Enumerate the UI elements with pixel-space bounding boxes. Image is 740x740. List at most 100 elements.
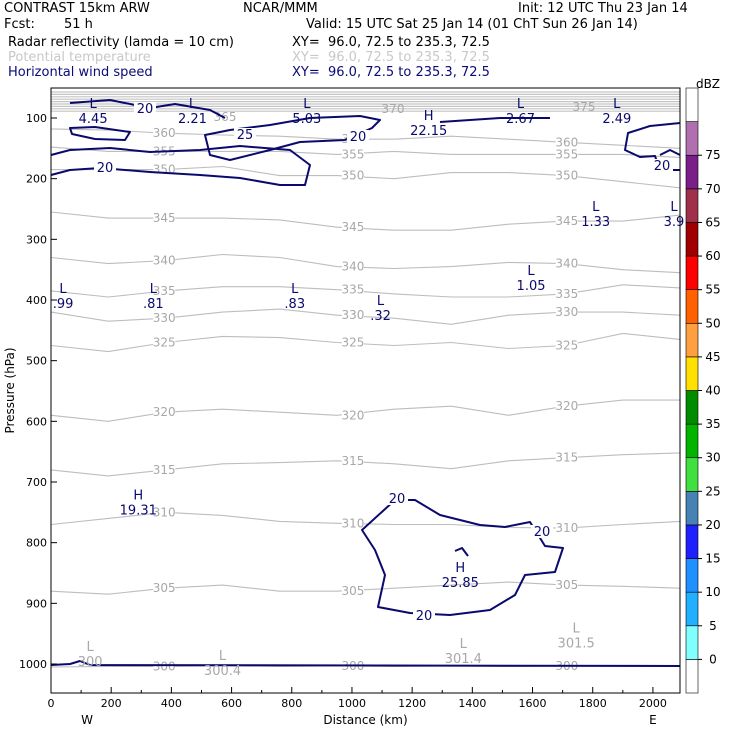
theta-label-bg (341, 221, 364, 234)
theta-min-letter: L (219, 649, 227, 664)
colorbar-swatch (685, 625, 699, 660)
colorbar-label: 30 (705, 451, 720, 465)
extremum-letter: L (150, 282, 158, 297)
theta-label: 360 (555, 135, 578, 149)
theta-label-bg (341, 454, 364, 467)
extremum-value: .83 (284, 297, 305, 312)
theta-label: 340 (153, 254, 176, 268)
extremum-letter: H (455, 561, 465, 576)
extremum-value: 1.05 (517, 279, 546, 294)
y-tick-label: 400 (26, 294, 47, 307)
theta-label: 340 (555, 257, 578, 271)
wind-contour-25 (204, 115, 381, 161)
east-label: E (649, 713, 657, 727)
colorbar-label: 10 (705, 585, 720, 599)
y-tick-label: 500 (26, 355, 47, 368)
theta-label: 305 (153, 581, 176, 595)
x-tick-label: 200 (101, 697, 122, 710)
theta-label: 330 (555, 305, 578, 319)
theta-label: 355 (555, 147, 578, 161)
theta-label-bg (341, 517, 364, 530)
theta-label-bg (341, 283, 364, 296)
y-tick-label: 700 (26, 476, 47, 489)
colorbar-label: 5 (709, 619, 717, 633)
theta-label: 310 (555, 521, 578, 535)
extremum-letter: L (527, 264, 535, 279)
theta-label-bg (555, 169, 578, 182)
theta-label-bg (341, 148, 364, 161)
colorbar-label: 50 (705, 316, 720, 330)
theta-label-bg (153, 506, 176, 519)
colorbar-label: 75 (705, 148, 720, 162)
wind-label-bg (134, 102, 156, 115)
theta-label-bg (153, 463, 176, 476)
init-time: Init: 12 UTC Thu 23 Jan 14 (518, 1, 688, 16)
colorbar-label: 65 (705, 215, 720, 229)
extremum-value: 2.21 (178, 112, 207, 127)
theta-label: 310 (153, 505, 176, 519)
theta-label: 325 (341, 335, 364, 349)
theta-line-340 (50, 253, 681, 274)
y-tick-label: 900 (26, 597, 47, 610)
colorbar-swatch (685, 154, 699, 190)
theta-label-bg (153, 254, 176, 267)
colorbar-swatch (685, 659, 699, 694)
wind-label-bg (386, 492, 408, 505)
wind-label: 20 (654, 159, 671, 174)
extremum-letter: L (377, 294, 385, 309)
theta-line-320 (50, 399, 680, 422)
theta-label-bg (555, 257, 578, 270)
fcst-value: 51 h (64, 17, 93, 32)
theta-label-bg (555, 148, 578, 161)
theta-min-value: 301.5 (558, 637, 595, 652)
theta-line-305 (50, 581, 681, 595)
x-axis-label: Distance (km) (323, 713, 407, 727)
extremum-value: .81 (143, 297, 164, 312)
wind-label-bg (234, 128, 256, 141)
org-label: NCAR/MMM (243, 1, 318, 16)
y-tick-label: 200 (26, 173, 47, 186)
extremum-value: 1.33 (581, 215, 610, 230)
theta-label-bg (555, 287, 578, 300)
colorbar-label: 35 (705, 417, 720, 431)
wind-max-hook (454, 547, 469, 557)
extremum-letter: L (303, 97, 311, 112)
colorbar-swatch (685, 188, 699, 223)
theta-label: 320 (153, 405, 176, 419)
extremum-letter: L (90, 97, 98, 112)
extremum-value: 2.67 (506, 112, 535, 127)
x-tick-label: 1000 (338, 697, 366, 710)
theta-line-325 (50, 332, 681, 353)
wind-label-bg (94, 161, 116, 174)
theta-label-bg (341, 309, 364, 322)
extremum-letter: L (592, 200, 600, 215)
theta-label: 335 (153, 284, 176, 298)
field-wind-name: Horizontal wind speed (8, 65, 153, 80)
colorbar-swatch (685, 591, 699, 627)
colorbar-swatch (685, 524, 699, 559)
extremum-value: 3.9 (664, 215, 685, 230)
theta-label: 370 (382, 102, 405, 116)
theta-min-value: 300 (78, 655, 103, 670)
wind-label: 25 (237, 128, 254, 143)
wind-contour-20-top (69, 99, 226, 119)
colorbar-label: 15 (705, 552, 720, 566)
theta-label-bg (555, 400, 578, 413)
theta-label-bg (555, 579, 578, 592)
x-tick-label: 1400 (458, 697, 486, 710)
extremum-value: 2.49 (602, 112, 631, 127)
field-reflectivity-name: Radar reflectivity (lamda = 10 cm) (8, 35, 234, 50)
theta-label-bg (153, 660, 176, 673)
y-tick-label: 800 (26, 537, 47, 550)
theta-label-bg (555, 136, 578, 149)
theta-label-bg (341, 409, 364, 422)
theta-label-bg (153, 127, 176, 140)
y-tick-label: 1000 (19, 658, 47, 671)
colorbar-label: 40 (705, 384, 720, 398)
extremum-letter: L (670, 200, 678, 215)
theta-label: 315 (555, 451, 578, 465)
extremum-value: .99 (53, 297, 74, 312)
wind-label: 20 (97, 161, 114, 176)
theta-label: 350 (555, 169, 578, 183)
